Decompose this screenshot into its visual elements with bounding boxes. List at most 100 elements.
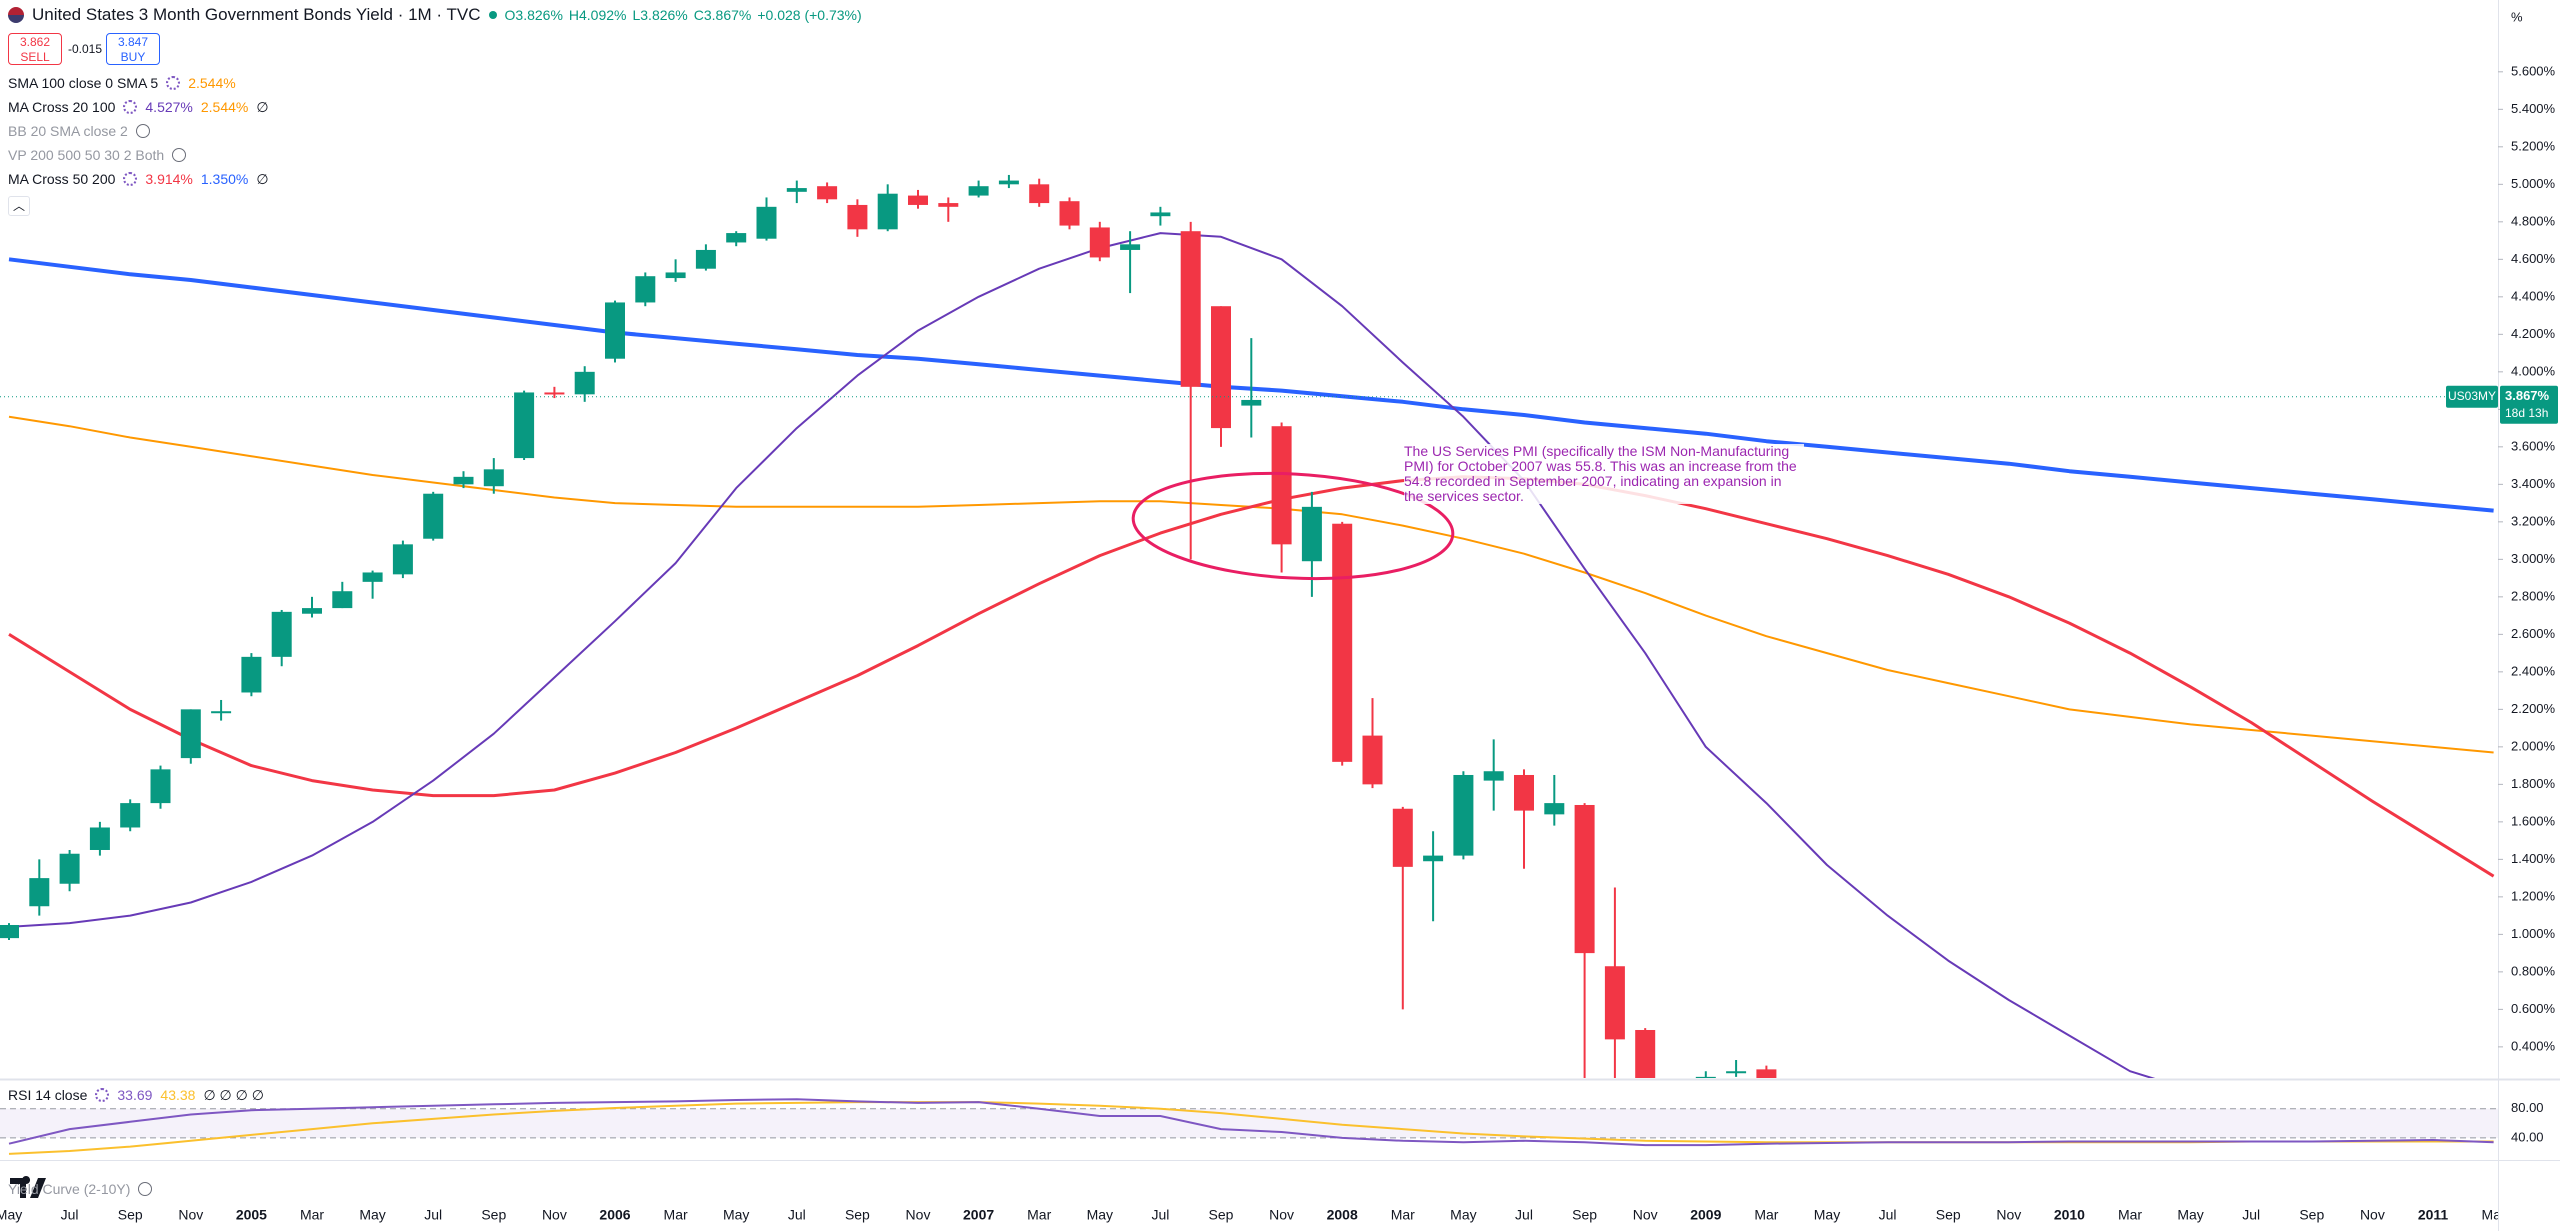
collapse-button[interactable]: ︿ — [8, 196, 30, 216]
ohlc-value: L3.826% — [632, 7, 688, 23]
sell-label: SELL — [20, 50, 50, 64]
x-tick-label: Jul — [1151, 1207, 1169, 1223]
rsi-tick-label: 40.00 — [2511, 1129, 2544, 1144]
candle-body — [1483, 771, 1504, 781]
x-tick-label: Mar — [664, 1207, 688, 1223]
indicator-row: VP 200 500 50 30 2 Both — [8, 144, 187, 166]
candle-body — [483, 469, 504, 487]
y-tick-label: 3.600% — [2511, 438, 2556, 453]
visibility-icon[interactable] — [135, 124, 150, 138]
settings-icon[interactable] — [123, 172, 138, 186]
indicator-name[interactable]: BB 20 SMA close 2 — [8, 123, 128, 139]
y-tick-label: 2.000% — [2511, 738, 2556, 753]
x-tick-label: Sep — [845, 1207, 870, 1223]
candle-body — [1635, 1029, 1656, 1078]
sell-price: 3.862 — [19, 35, 51, 49]
candle-body — [1423, 855, 1444, 862]
y-tick-label: 5.600% — [2511, 63, 2556, 78]
visibility-icon[interactable] — [172, 148, 187, 162]
rsi-line — [8, 1098, 2494, 1147]
rsi-pane — [0, 1098, 2498, 1155]
candle-body — [968, 186, 989, 196]
header-row: United States 3 Month Government Bonds Y… — [8, 4, 862, 26]
rsi-settings-icon[interactable] — [95, 1088, 110, 1102]
rsi-tick-label: 80.00 — [2511, 1100, 2544, 1115]
y-tick-label: 4.200% — [2511, 326, 2556, 341]
moving-average-line — [8, 232, 2156, 1078]
candle-body — [1514, 774, 1534, 811]
y-tick-label: 1.600% — [2511, 813, 2556, 828]
x-tick-label: Nov — [1996, 1207, 2021, 1223]
x-tick-label: Jul — [1515, 1207, 1533, 1223]
x-tick-label: 2007 — [963, 1207, 994, 1223]
candle-body — [1604, 966, 1625, 1040]
y-tick-label: 0.600% — [2511, 1001, 2556, 1016]
settings-icon[interactable] — [123, 100, 138, 114]
settings-icon[interactable] — [166, 76, 181, 90]
candle-body — [726, 233, 747, 243]
candle-body — [544, 392, 565, 395]
price-tag-label: 3.867% — [2505, 388, 2550, 403]
candle-body — [362, 572, 383, 582]
y-tick-label: 2.400% — [2511, 663, 2556, 678]
x-tick-label: 2010 — [2054, 1207, 2085, 1223]
indicator-value: ∅ — [256, 98, 269, 115]
candle-body — [1241, 399, 1262, 406]
candle-body — [1726, 1071, 1747, 1074]
y-tick-label: 1.000% — [2511, 926, 2556, 941]
x-tick-label: Sep — [481, 1207, 506, 1223]
symbol-tag-label: US03MY — [2448, 389, 2496, 403]
buy-button[interactable]: 3.847 BUY — [106, 33, 160, 65]
indicator-value: 3.914% — [145, 171, 193, 187]
y-tick-label: 3.000% — [2511, 551, 2556, 566]
y-tick-label: 3.200% — [2511, 513, 2556, 528]
candle-body — [514, 392, 535, 459]
ohlc-value: +0.028 (+0.73%) — [757, 7, 862, 23]
indicator-row: MA Cross 20 100 4.527% 2.544% ∅ — [8, 96, 269, 118]
candle-body — [1180, 231, 1201, 387]
x-tick-label: Mar — [300, 1207, 324, 1223]
rsi-values: 33.69 43.38 — [117, 1087, 195, 1103]
symbol-tag — [2446, 385, 2498, 408]
rsi-value: 43.38 — [160, 1087, 196, 1103]
indicator-name[interactable]: SMA 100 close 0 SMA 5 — [8, 75, 159, 91]
buy-price: 3.847 — [117, 35, 149, 49]
candle-body — [665, 272, 686, 279]
x-tick-label: May — [1450, 1207, 1476, 1223]
candle-body — [453, 476, 474, 485]
x-tick-label: Sep — [1572, 1207, 1597, 1223]
x-tick-label: Nov — [178, 1207, 203, 1223]
candle-body — [423, 493, 444, 539]
sell-button[interactable]: 3.862 SELL — [8, 33, 62, 65]
indicator-name[interactable]: MA Cross 20 100 — [8, 99, 116, 115]
indicator-name[interactable]: VP 200 500 50 30 2 Both — [8, 147, 165, 163]
market-status — [488, 11, 497, 19]
y-tick-label: 4.400% — [2511, 288, 2556, 303]
visibility-icon[interactable] — [138, 1182, 153, 1196]
x-tick-label: May — [1087, 1207, 1113, 1223]
moving-average-line — [8, 415, 2494, 754]
candle-body — [938, 203, 959, 207]
rsi-title[interactable]: RSI 14 close — [8, 1087, 88, 1103]
indicator-value: 2.544% — [200, 99, 249, 115]
candle-body — [211, 711, 232, 714]
y-tick-label: 4.800% — [2511, 213, 2556, 228]
indicator-value: 2.544% — [188, 75, 236, 91]
indicator-name[interactable]: MA Cross 50 200 — [8, 171, 116, 187]
candle-body — [1392, 808, 1413, 867]
annotation[interactable]: The US Services PMI (specifically the IS… — [1404, 444, 1804, 504]
x-tick-label: Mar — [2482, 1207, 2506, 1223]
x-tick-label: 2009 — [1690, 1207, 1721, 1223]
y-tick-label: 4.600% — [2511, 251, 2556, 266]
x-tick-label: 2005 — [236, 1207, 267, 1223]
ohlc: O3.826% H4.092% L3.826% C3.867% +0.028 (+0.7… — [505, 7, 862, 23]
footer-indicator-name[interactable]: Yield Curve (2-10Y) — [8, 1181, 131, 1197]
symbol-title[interactable]: United States 3 Month Government Bonds Y… — [32, 5, 481, 24]
price-tag — [2500, 385, 2558, 424]
price-pane — [0, 174, 2498, 1078]
candle-body — [150, 769, 171, 804]
y-tick-label: 1.200% — [2511, 888, 2556, 903]
candle-body — [605, 302, 625, 359]
